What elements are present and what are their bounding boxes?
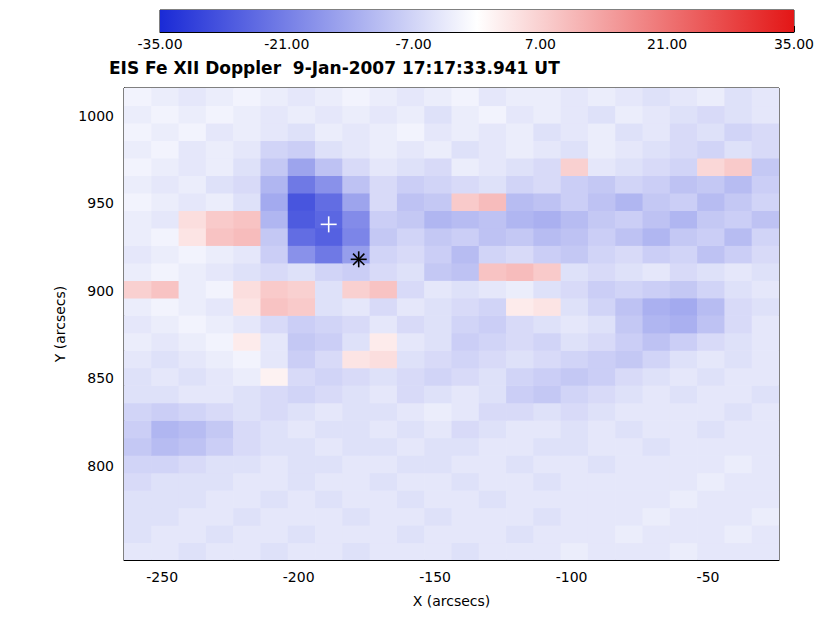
- svg-text:800: 800: [87, 458, 114, 474]
- svg-text:-7.00: -7.00: [395, 36, 431, 52]
- svg-text:21.00: 21.00: [647, 36, 687, 52]
- svg-text:7.00: 7.00: [525, 36, 556, 52]
- svg-text:Y (arcsecs): Y (arcsecs): [52, 286, 68, 364]
- svg-text:950: 950: [87, 195, 114, 211]
- svg-text:900: 900: [87, 283, 114, 299]
- svg-text:X (arcsecs): X (arcsecs): [413, 593, 491, 609]
- svg-text:-21.00: -21.00: [264, 36, 309, 52]
- svg-text:850: 850: [87, 370, 114, 386]
- svg-text:35.00: 35.00: [774, 36, 814, 52]
- svg-text:-150: -150: [419, 569, 451, 585]
- svg-text:-250: -250: [146, 569, 178, 585]
- svg-text:EIS Fe XII Doppler 9-Jan-2007: EIS Fe XII Doppler 9-Jan-2007 17:17:33.9…: [109, 58, 560, 78]
- svg-text:-50: -50: [697, 569, 720, 585]
- svg-text:-35.00: -35.00: [137, 36, 182, 52]
- svg-text:-100: -100: [556, 569, 588, 585]
- svg-text:1000: 1000: [78, 108, 114, 124]
- svg-text:-200: -200: [283, 569, 315, 585]
